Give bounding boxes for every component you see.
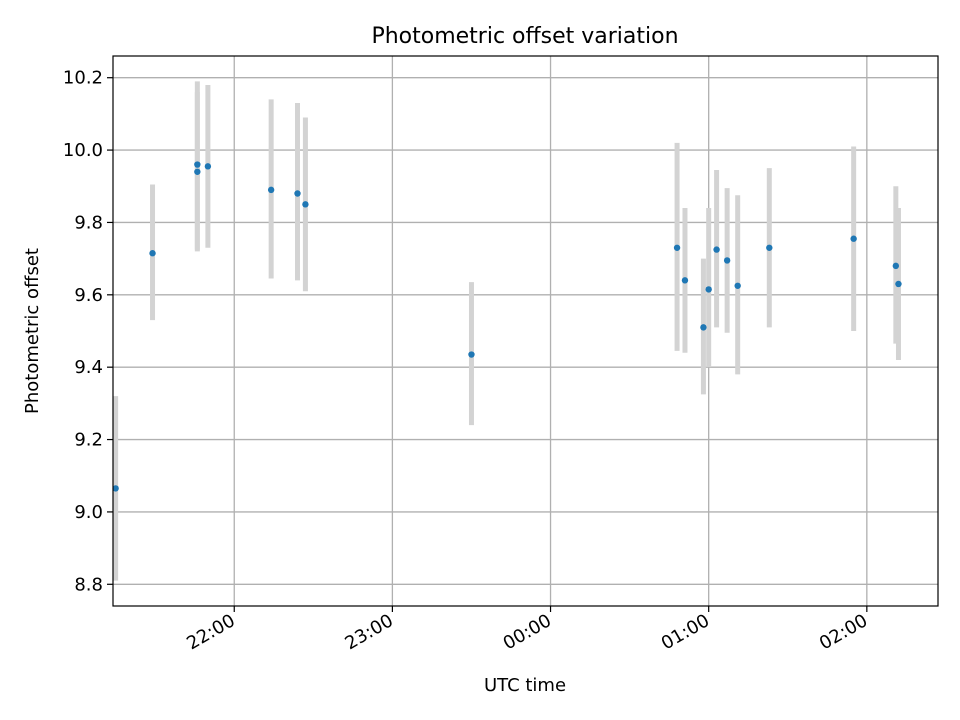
data-point: [149, 250, 156, 257]
data-point: [850, 235, 857, 242]
data-point: [705, 286, 712, 293]
data-point: [766, 244, 773, 251]
data-point: [194, 168, 201, 175]
data-point: [194, 161, 201, 168]
y-tick-label: 10.2: [63, 68, 103, 89]
y-tick-label: 9.4: [74, 357, 103, 378]
y-tick-label: 9.2: [74, 430, 103, 451]
y-tick-label: 8.8: [74, 574, 103, 595]
data-point: [681, 277, 689, 284]
data-point: [895, 280, 902, 288]
y-tick-label: 9.0: [74, 502, 103, 523]
data-point: [892, 262, 900, 270]
grid: [113, 56, 938, 606]
plot-frame: [112, 55, 939, 607]
y-tick-label: 9.8: [74, 212, 103, 233]
x-axis-label: UTC time: [484, 675, 566, 696]
y-axis-label: Photometric offset: [22, 248, 43, 414]
data-point: [713, 246, 720, 253]
data-point: [204, 163, 212, 170]
data-point: [294, 190, 301, 197]
data-point: [700, 324, 707, 331]
data-point: [723, 257, 731, 264]
data-point: [468, 351, 475, 358]
y-axis: 8.8 9.0 9.2 9.4 9.6 9.8 10.0 10.2: [63, 68, 113, 595]
y-tick-label: 9.6: [74, 285, 103, 306]
chart-title: Photometric offset variation: [371, 24, 678, 49]
data-point: [267, 186, 275, 194]
y-tick-label: 10.0: [63, 140, 103, 161]
data-point: [673, 244, 681, 251]
data-point: [302, 201, 309, 208]
data-point: [734, 282, 741, 289]
data-point: [112, 485, 119, 492]
data-points: [112, 161, 902, 492]
